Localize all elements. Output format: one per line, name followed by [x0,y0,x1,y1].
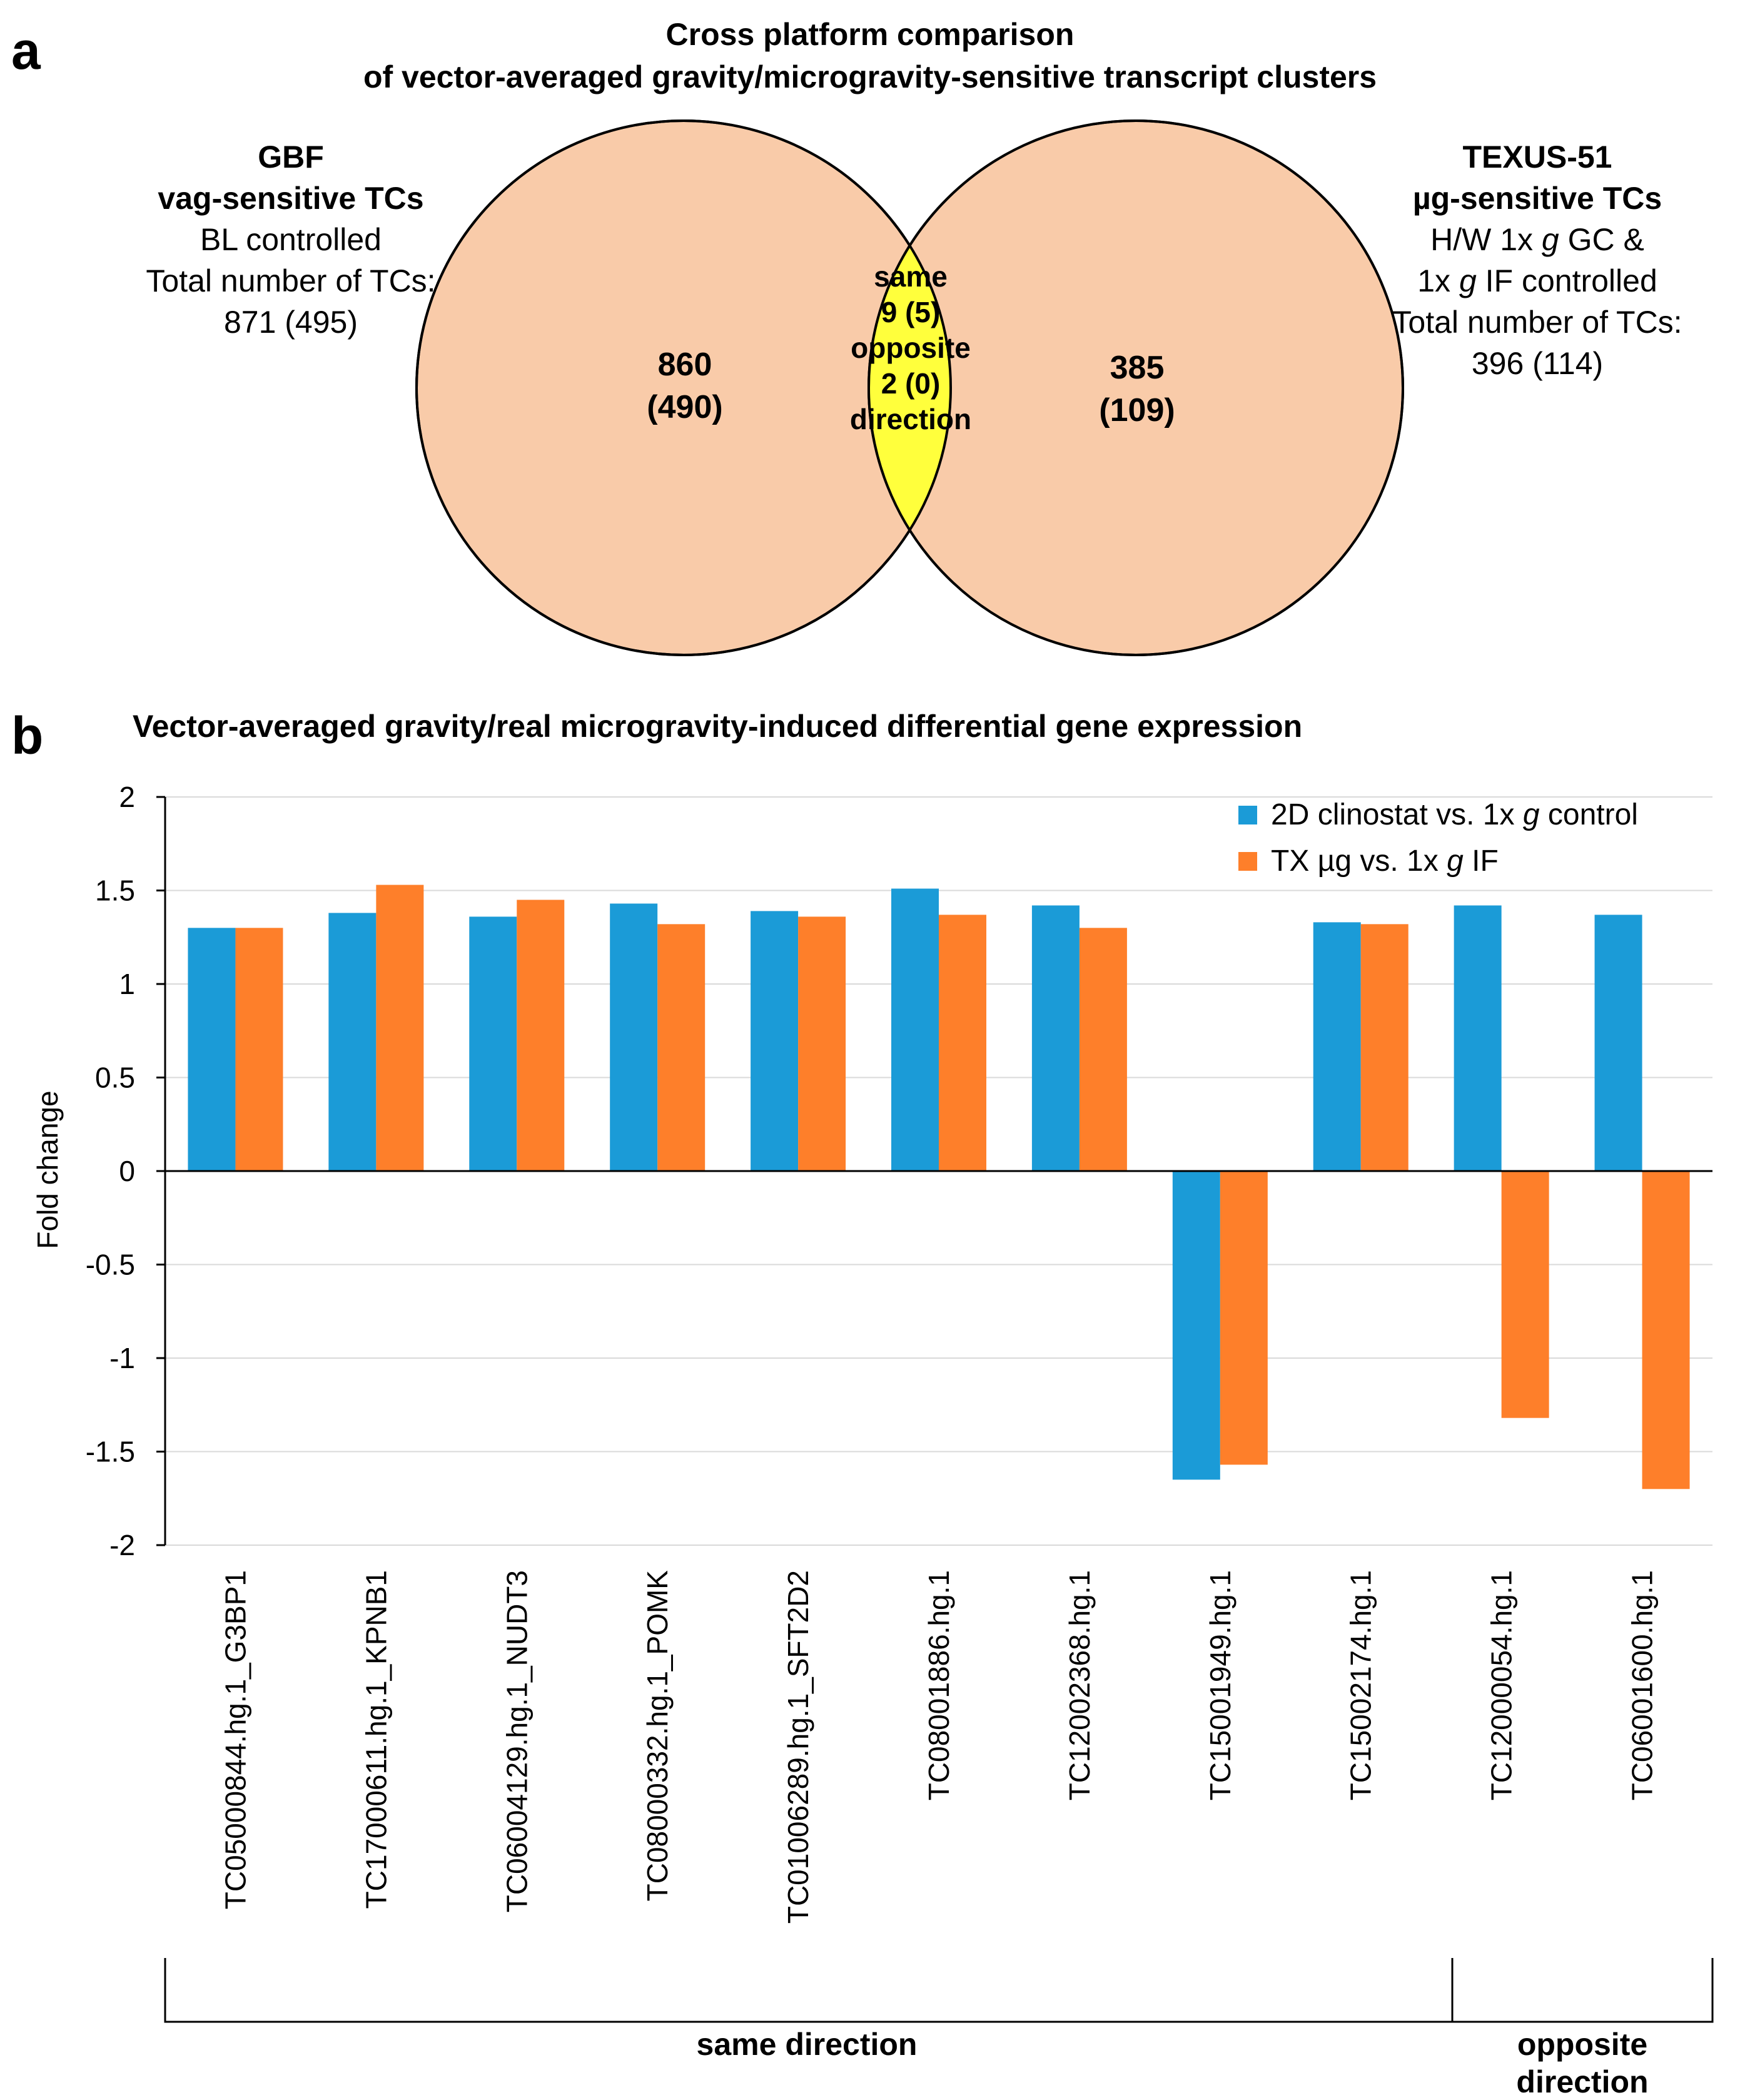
bar-TC15002174.hg.1-series-0 [1313,922,1361,1171]
panel-b-label: b [11,706,43,765]
intersection-line2: 9 (5) [881,296,941,328]
texus-name-line1: TEXUS-51 [1463,139,1612,175]
group-bracket [164,1958,1714,2023]
x-category-labels: TC05000844.hg.1_G3BP1 TC17000611.hg.1_KPN… [219,1570,1658,1924]
bar-TC17000611.hg.1_KPNB1-series-0 [328,913,377,1171]
panel-a-label: a [11,21,41,80]
bar-TC17000611.hg.1_KPNB1-series-1 [376,885,424,1171]
texus-desc-line3: Total number of TCs: [1392,305,1682,340]
category-label: TC08000332.hg.1_POMK [641,1570,674,1902]
bar-TC12002368.hg.1-series-0 [1031,905,1080,1171]
texus-desc-line2: 1x g IF controlled [1417,263,1657,298]
texus-name-line2: µg-sensitive TCs [1413,181,1662,216]
bar-TC08001886.hg.1-series-0 [891,888,939,1171]
bar-TC08001886.hg.1-series-1 [939,915,986,1171]
legend-label-texus: TX µg vs. 1x g IF [1271,845,1499,878]
y-tick-label: 0.5 [95,1062,135,1094]
gbf-desc-line2: Total number of TCs: [146,263,435,298]
bar-TC06001600.hg.1-series-0 [1594,915,1642,1171]
category-label: TC15002174.hg.1 [1345,1570,1377,1800]
texus-desc-line1: H/W 1x g GC & [1430,222,1644,257]
bar-TC01006289.hg.1_SFT2D2-series-1 [798,916,846,1171]
category-label: TC05000844.hg.1_G3BP1 [219,1570,251,1909]
intersection-line3: opposite [851,332,971,364]
category-label: TC06001600.hg.1 [1626,1570,1659,1800]
bar-TC08000332.hg.1_POMK-series-0 [610,903,658,1171]
bar-TC15002174.hg.1-series-1 [1360,924,1409,1171]
bar-TC08000332.hg.1_POMK-series-1 [657,924,706,1171]
gbf-desc-line1: BL controlled [200,222,382,257]
y-tick-label: -0.5 [86,1249,135,1281]
bars [188,885,1690,1489]
category-label: TC12002368.hg.1 [1063,1570,1096,1800]
texus-desc-line4: 396 (114) [1472,346,1603,381]
bar-TC15001949.hg.1-series-0 [1172,1171,1220,1480]
category-label: TC12000054.hg.1 [1485,1570,1518,1800]
bar-TC01006289.hg.1_SFT2D2-series-0 [751,911,799,1171]
bar-TC12000054.hg.1-series-1 [1501,1171,1549,1418]
category-label: TC06004129.hg.1_NUDT3 [500,1570,533,1912]
legend-label-clinostat: 2D clinostat vs. 1x g control [1271,798,1638,831]
intersection-line1: same [874,260,948,293]
y-tick-label: 2 [119,781,135,813]
bar-TC06004129.hg.1_NUDT3-series-1 [517,900,565,1171]
category-label: TC17000611.hg.1_KPNB1 [360,1570,392,1909]
category-label: TC01006289.hg.1_SFT2D2 [782,1570,814,1924]
legend-swatch-texus [1238,852,1257,871]
venn-outline-texus [867,119,1404,656]
legend-swatch-clinostat [1238,806,1257,824]
y-tick-label: -1 [109,1342,135,1374]
bar-TC12002368.hg.1-series-1 [1079,928,1127,1171]
gbf-unique-count: 860 [658,347,712,383]
y-tick-label: 0 [119,1155,135,1187]
y-axis-label: Fold change [31,1090,64,1249]
bar-TC05000844.hg.1_G3BP1-series-0 [188,928,236,1171]
y-tick-label: -1.5 [86,1436,135,1468]
bar-TC15001949.hg.1-series-1 [1220,1171,1268,1465]
bar-TC06004129.hg.1_NUDT3-series-0 [469,916,517,1171]
axes [156,796,1712,1546]
y-tick-label: -2 [109,1529,135,1561]
gbf-name-line1: GBF [258,139,324,175]
gbf-unique-count-sub: (490) [647,389,722,425]
group-label-opposite-line2: direction [1516,2064,1648,2099]
y-tick-label: 1 [119,968,135,1000]
intersection-line4: 2 (0) [881,367,941,400]
texus-unique-count-sub: (109) [1099,392,1175,429]
venn-title-line1: Cross platform comparison [666,17,1075,52]
bar-TC05000844.hg.1_G3BP1-series-1 [235,928,283,1171]
category-label: TC15001949.hg.1 [1204,1570,1237,1800]
group-label-opposite-line1: opposite [1517,2027,1647,2062]
gbf-desc-line3: 871 (495) [224,305,358,340]
group-label-same: same direction [697,2027,918,2062]
intersection-line5: direction [850,403,971,435]
bar-TC06001600.hg.1-series-1 [1642,1171,1690,1489]
y-tick-labels: 2 1.5 1 0.5 0 -0.5 -1 -1.5 -2 [86,781,135,1561]
chart-title: Vector-averaged gravity/real microgravit… [133,709,1302,744]
venn-outline-gbf [415,119,952,656]
venn-title-line2: of vector-averaged gravity/microgravity-… [363,59,1377,94]
y-tick-label: 1.5 [95,875,135,907]
gbf-name-line2: vag-sensitive TCs [158,181,423,216]
texus-unique-count: 385 [1110,350,1165,386]
category-label: TC08001886.hg.1 [923,1570,955,1800]
bar-TC12000054.hg.1-series-0 [1454,905,1502,1171]
